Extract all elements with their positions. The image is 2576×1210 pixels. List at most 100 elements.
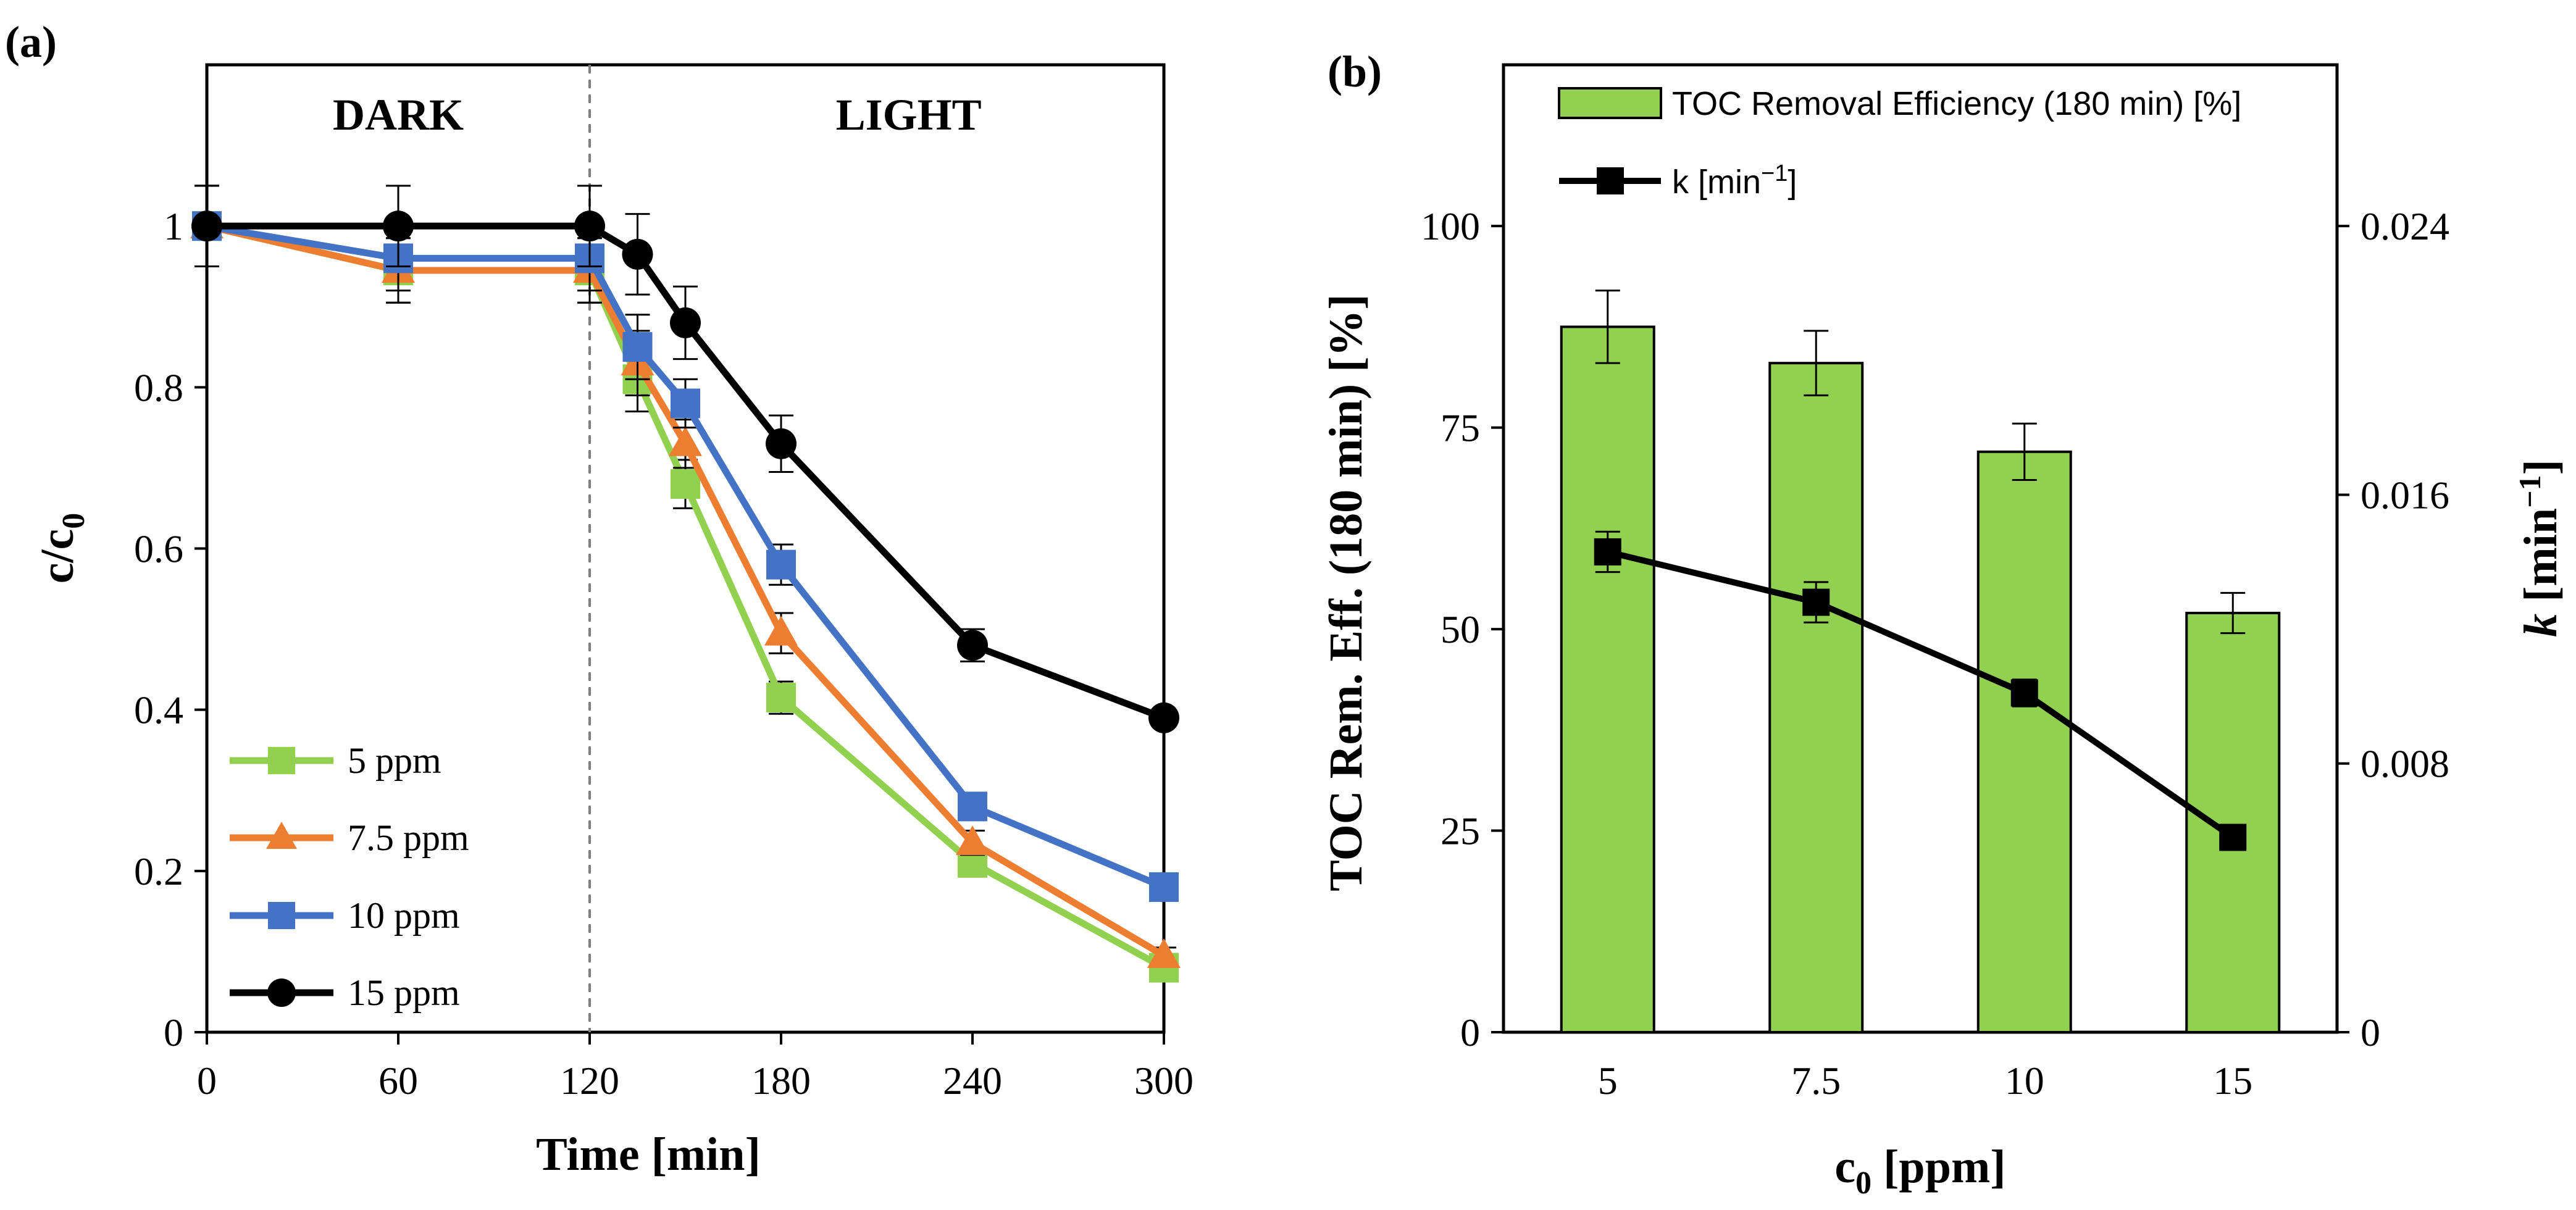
point-15-ppm	[670, 307, 701, 338]
k-line-b	[1594, 530, 2247, 851]
point-7-5-ppm	[1147, 938, 1181, 968]
point-10-ppm	[622, 332, 653, 362]
point-7-5-ppm	[956, 825, 989, 856]
bar-toc-10	[1976, 450, 2072, 1033]
y-axis-title-a-main: c/c	[31, 529, 83, 584]
x-tick-label-a: 60	[378, 1059, 418, 1103]
legend-label-15ppm: 15 ppm	[348, 972, 460, 1013]
point-15-ppm	[383, 211, 414, 242]
line-10-ppm	[206, 222, 1166, 891]
legend-swatch-toc	[1558, 87, 1662, 119]
legend-label-5ppm: 5 ppm	[348, 740, 441, 781]
y-tick-label-left-b: 25	[1441, 809, 1480, 853]
point-10-ppm	[766, 549, 796, 580]
y-axis-title-a: c/c0	[31, 513, 91, 584]
y-tick-label-a: 0	[164, 1011, 183, 1054]
point-k-15	[2219, 824, 2247, 851]
x-tick-label-b: 5	[1598, 1059, 1618, 1103]
panel-a-label: (a)	[5, 17, 57, 67]
legend-a: 5 ppm 7.5 ppm 10 ppm 15 ppm	[230, 740, 469, 1013]
x-axis-ticks-a: 0 60 120 180 240 300	[197, 1032, 1194, 1103]
point-7-5-ppm	[764, 615, 798, 646]
legend-label-k-sup: −1	[1761, 161, 1788, 186]
y-axis-right-title-b-rest: [min	[2515, 508, 2567, 614]
x-tick-label-a: 120	[560, 1059, 619, 1103]
y-axis-right-title-b-sup: −1	[2512, 475, 2547, 508]
y-tick-label-right-b: 0.024	[2361, 204, 2449, 248]
point-15-ppm	[1148, 702, 1179, 733]
legend-label-10ppm: 10 ppm	[348, 895, 460, 936]
legend-marker-15ppm	[267, 978, 296, 1007]
point-15-ppm	[622, 238, 653, 270]
plot-b-frame	[1502, 63, 2339, 1034]
region-label-light: LIGHT	[836, 90, 982, 140]
y-tick-label-left-b: 0	[1460, 1011, 1480, 1054]
point-15-ppm	[574, 211, 605, 242]
point-5-ppm	[671, 469, 700, 499]
bar-toc-5	[1560, 325, 1655, 1033]
series-a	[190, 185, 1181, 983]
legend-marker-7-5ppm	[266, 822, 297, 849]
legend-marker-k	[1597, 167, 1624, 194]
y-tick-label-a: 0.6	[134, 527, 183, 571]
legend-label-k-suffix: ]	[1788, 164, 1797, 201]
legend-marker-5ppm	[268, 747, 295, 774]
legend-item-10ppm: 10 ppm	[230, 895, 460, 936]
legend-item-7-5ppm: 7.5 ppm	[230, 817, 469, 858]
y-tick-label-left-b: 100	[1421, 204, 1480, 248]
x-tick-label-b: 15	[2213, 1059, 2252, 1103]
series-15-ppm	[191, 185, 1179, 733]
region-label-dark: DARK	[333, 90, 464, 140]
bar-toc-7-5	[1768, 362, 1864, 1033]
x-axis-title-b-main: c	[1834, 1141, 1855, 1193]
legend-label-toc: TOC Removal Efficiency (180 min) [%]	[1672, 85, 2241, 122]
y-tick-label-right-b: 0.016	[2361, 473, 2449, 517]
y-axis-left-ticks-b: 0 25 50 75 100	[1421, 204, 1503, 1054]
x-tick-label-a: 240	[943, 1059, 1002, 1103]
legend-marker-10ppm	[268, 902, 295, 929]
y-axis-right-title-b: k [min−1]	[2512, 459, 2567, 637]
y-axis-ticks-a: 0 0.2 0.4 0.6 0.8 1	[134, 204, 207, 1054]
x-tick-label-b: 7.5	[1791, 1059, 1841, 1103]
y-axis-left-title-b: TOC Rem. Eff. (180 min) [%]	[1320, 294, 1372, 891]
y-axis-right-title-b-close: ]	[2515, 459, 2567, 475]
legend-label-7-5ppm: 7.5 ppm	[348, 817, 469, 858]
y-tick-label-a: 1	[164, 204, 183, 248]
point-7-5-ppm	[669, 426, 702, 456]
bars-b	[1560, 290, 2281, 1033]
y-tick-label-a: 0.2	[134, 849, 183, 893]
point-k-10	[2010, 679, 2038, 707]
x-axis-ticks-b: 5 7.5 10 15	[1598, 1059, 2253, 1103]
line-k	[1607, 549, 2235, 840]
panel-b-label: (b)	[1328, 47, 1382, 96]
point-10-ppm	[671, 388, 700, 419]
x-tick-label-a: 0	[197, 1059, 217, 1103]
panel-b: (b) 0 25 50 75 100 0 0.008 0.016 0.024 5 7.5 10 15…	[1320, 47, 2567, 1201]
line-7-5-ppm	[206, 222, 1166, 959]
legend-label-k: k [min−1]	[1672, 161, 1797, 201]
line-15-ppm	[207, 222, 1165, 721]
y-tick-label-right-b: 0	[2361, 1011, 2380, 1054]
x-axis-title-b: c0 [ppm]	[1834, 1141, 2005, 1201]
x-tick-label-a: 300	[1134, 1059, 1194, 1103]
legend-item-15ppm: 15 ppm	[230, 972, 460, 1013]
y-axis-right-ticks-b: 0 0.008 0.016 0.024	[2337, 204, 2449, 1054]
y-tick-label-a: 0.4	[134, 688, 183, 732]
y-tick-label-left-b: 50	[1441, 607, 1480, 651]
point-10-ppm	[1149, 872, 1179, 902]
y-tick-label-right-b: 0.008	[2361, 742, 2449, 786]
point-15-ppm	[957, 630, 988, 661]
point-15-ppm	[766, 428, 797, 459]
bar-toc-15	[2185, 611, 2281, 1033]
legend-label-k-prefix: k [min	[1672, 164, 1761, 201]
x-axis-title-b-sub: 0	[1855, 1166, 1871, 1201]
x-axis-title-b-rest: [ppm]	[1871, 1141, 2005, 1193]
legend-item-k: k [min−1]	[1559, 161, 1797, 201]
y-axis-right-title-b-k: k	[2515, 614, 2567, 637]
y-tick-label-left-b: 75	[1441, 406, 1480, 450]
legend-item-5ppm: 5 ppm	[230, 740, 441, 781]
point-10-ppm	[958, 791, 987, 822]
legend-item-toc: TOC Removal Efficiency (180 min) [%]	[1558, 85, 2241, 122]
legend-b: TOC Removal Efficiency (180 min) [%] k […	[1558, 85, 2241, 201]
